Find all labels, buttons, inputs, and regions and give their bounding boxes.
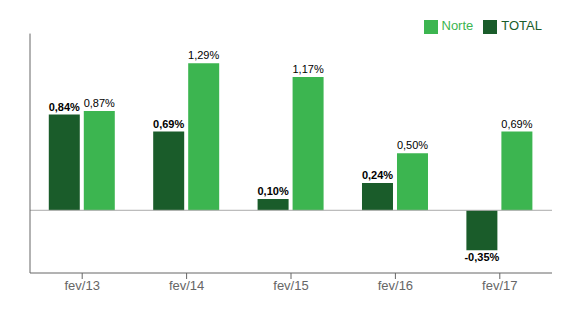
svg-text:0,69%: 0,69% [501, 118, 532, 130]
svg-text:fev/16: fev/16 [378, 278, 413, 293]
svg-text:0,10%: 0,10% [257, 185, 288, 197]
svg-text:0,50%: 0,50% [397, 139, 428, 151]
svg-text:fev/17: fev/17 [482, 278, 517, 293]
svg-text:-0,35%: -0,35% [464, 251, 499, 263]
svg-text:0,87%: 0,87% [84, 97, 115, 109]
svg-text:1,29%: 1,29% [188, 49, 219, 61]
svg-text:fev/15: fev/15 [273, 278, 308, 293]
svg-text:1,17%: 1,17% [292, 63, 323, 75]
svg-text:0,24%: 0,24% [362, 169, 393, 181]
svg-text:0,69%: 0,69% [153, 118, 184, 130]
svg-text:fev/14: fev/14 [169, 278, 204, 293]
html-text:Norte: Norte [441, 18, 474, 33]
html-text:TOTAL: TOTAL [501, 18, 542, 33]
svg-text:fev/13: fev/13 [64, 278, 99, 293]
svg-text:0,84%: 0,84% [49, 101, 80, 113]
